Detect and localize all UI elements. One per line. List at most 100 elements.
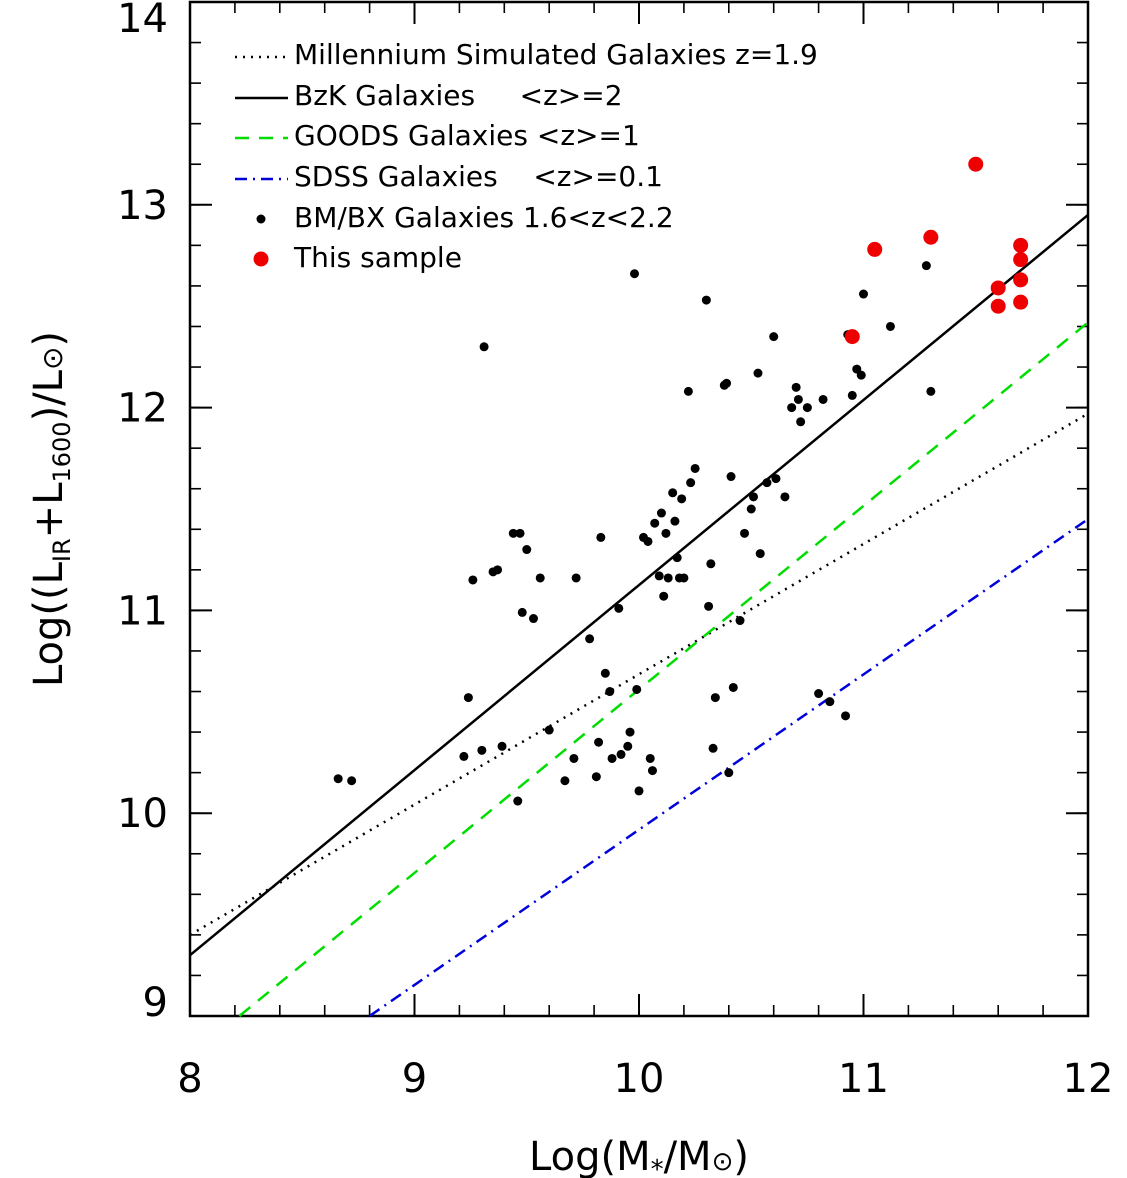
y-tick-label: 13 — [117, 183, 168, 229]
bmbx-point — [746, 504, 756, 514]
legend-swatch — [256, 214, 266, 224]
bmbx-point — [755, 549, 765, 559]
sample-point — [867, 241, 883, 257]
bmbx-point — [706, 559, 716, 569]
bmbx-point — [463, 693, 473, 703]
x-tick-label: 12 — [1063, 1056, 1114, 1102]
x-axis-title: Log(M*/M⊙) — [529, 1134, 749, 1178]
bmbx-point — [607, 753, 617, 763]
legend-swatch — [253, 251, 269, 267]
bmbx-point — [668, 488, 678, 498]
bmbx-point — [625, 727, 635, 737]
bmbx-point — [679, 573, 689, 583]
y-tick-label: 14 — [117, 0, 168, 42]
bmbx-point — [632, 684, 642, 694]
y-tick-label: 10 — [117, 791, 168, 837]
sample-point — [844, 329, 860, 345]
line-series-3 — [238, 321, 1089, 1017]
legend-entry-5: BM/BX Galaxies 1.6<z<2.2 — [256, 201, 674, 234]
bmbx-point — [753, 368, 763, 378]
bmbx-point — [459, 751, 469, 761]
bmbx-point — [616, 749, 626, 759]
bmbx-point — [926, 386, 936, 396]
line-series-1 — [189, 412, 1089, 936]
bmbx-point — [796, 417, 806, 427]
legend-entry-2: BzK Galaxies <z>=2 — [235, 79, 623, 112]
sample-point — [1013, 294, 1029, 310]
bmbx-point — [791, 382, 801, 392]
bmbx-point — [522, 545, 532, 555]
bmbx-point — [735, 616, 745, 626]
line-series-2 — [189, 213, 1089, 957]
bmbx-point — [710, 693, 720, 703]
bmbx-point — [585, 634, 595, 644]
bmbx-point — [535, 573, 545, 583]
bmbx-point — [686, 478, 696, 488]
bmbx-point — [841, 711, 851, 721]
bmbx-point — [677, 494, 687, 504]
bmbx-point — [818, 394, 828, 404]
bmbx-point — [659, 591, 669, 601]
bmbx-point — [347, 776, 357, 786]
bmbx-point — [856, 370, 866, 380]
bmbx-point — [513, 796, 523, 806]
bmbx-point — [661, 528, 671, 538]
bmbx-point — [683, 386, 693, 396]
bmbx-point — [724, 768, 734, 778]
legend-entry-3: GOODS Galaxies <z>=1 — [235, 119, 640, 152]
bmbx-point — [493, 565, 503, 575]
bmbx-point — [650, 518, 660, 528]
legend-label: Millennium Simulated Galaxies z=1.9 — [294, 38, 818, 71]
bmbx-point — [885, 321, 895, 331]
sample-point — [923, 229, 939, 245]
bmbx-point — [726, 472, 736, 482]
bmbx-point — [643, 536, 653, 546]
bmbx-point — [594, 737, 604, 747]
bmbx-point — [787, 403, 797, 413]
bmbx-point — [722, 378, 732, 388]
bmbx-point — [596, 532, 606, 542]
bmbx-point — [762, 478, 772, 488]
axis-labels: Log(M*/M⊙) Log((LIR+L1600)/L⊙) — [26, 331, 749, 1178]
sample-point — [990, 280, 1006, 296]
bmbx-point — [859, 289, 868, 299]
legend-label: GOODS Galaxies <z>=1 — [294, 119, 640, 152]
x-tick-label: 8 — [177, 1056, 202, 1102]
sample-point — [1013, 237, 1029, 253]
bmbx-point — [517, 607, 527, 617]
bmbx-point — [477, 745, 487, 755]
sample-point — [1013, 272, 1029, 288]
bmbx-point — [333, 774, 343, 784]
bmbx-point — [663, 573, 673, 583]
data-points — [333, 156, 1029, 806]
bmbx-point — [771, 474, 781, 484]
y-tick-label: 11 — [117, 588, 168, 634]
bmbx-point — [544, 725, 554, 735]
bmbx-point — [814, 689, 824, 699]
sample-point — [990, 298, 1006, 314]
bmbx-point — [670, 516, 680, 526]
y-tick-label: 9 — [143, 980, 168, 1026]
legend: Millennium Simulated Galaxies z=1.9 BzK G… — [235, 38, 818, 274]
fit-lines — [189, 213, 1089, 1018]
y-tick-label: 12 — [117, 386, 168, 432]
bmbx-point — [769, 332, 779, 342]
bmbx-point — [690, 463, 700, 473]
bmbx-point — [630, 269, 640, 279]
bmbx-point — [515, 528, 525, 538]
x-tick-label: 10 — [614, 1056, 665, 1102]
bmbx-point — [704, 601, 714, 611]
bmbx-point — [614, 603, 624, 613]
bmbx-point — [748, 492, 758, 502]
bmbx-point — [479, 342, 489, 352]
bmbx-point — [647, 766, 657, 776]
bmbx-point — [672, 553, 682, 563]
y-axis-title: Log((LIR+L1600)/L⊙) — [26, 331, 76, 687]
line-series-4 — [368, 518, 1089, 1018]
bmbx-point — [780, 492, 790, 502]
x-tick-label: 9 — [402, 1056, 427, 1102]
bmbx-point — [571, 573, 581, 583]
bmbx-point — [793, 394, 803, 404]
legend-label: BM/BX Galaxies 1.6<z<2.2 — [294, 201, 674, 234]
